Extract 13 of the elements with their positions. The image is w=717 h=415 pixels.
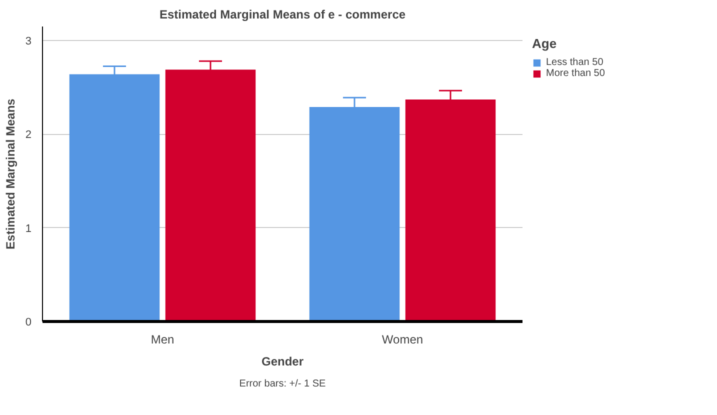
legend-label: Less than 50 xyxy=(546,57,604,68)
text: Error bars: +/- 1 SE xyxy=(239,378,326,390)
y-tick-label: 0 xyxy=(25,316,32,328)
y-tick-label: 2 xyxy=(25,129,32,142)
legend-title: Age xyxy=(532,36,558,51)
y-tick-label: 3 xyxy=(25,36,32,48)
chart-title: Estimated Marginal Means of e - commerce xyxy=(159,8,406,22)
x-tick-label: Women xyxy=(382,332,424,346)
x-axis-title: Gender xyxy=(261,354,304,368)
y-axis-title: Estimated Marginal Means xyxy=(3,98,18,250)
y-tick-label: 1 xyxy=(25,222,32,235)
x-tick-label: Men xyxy=(150,332,174,346)
legend-label: More than 50 xyxy=(546,68,605,79)
